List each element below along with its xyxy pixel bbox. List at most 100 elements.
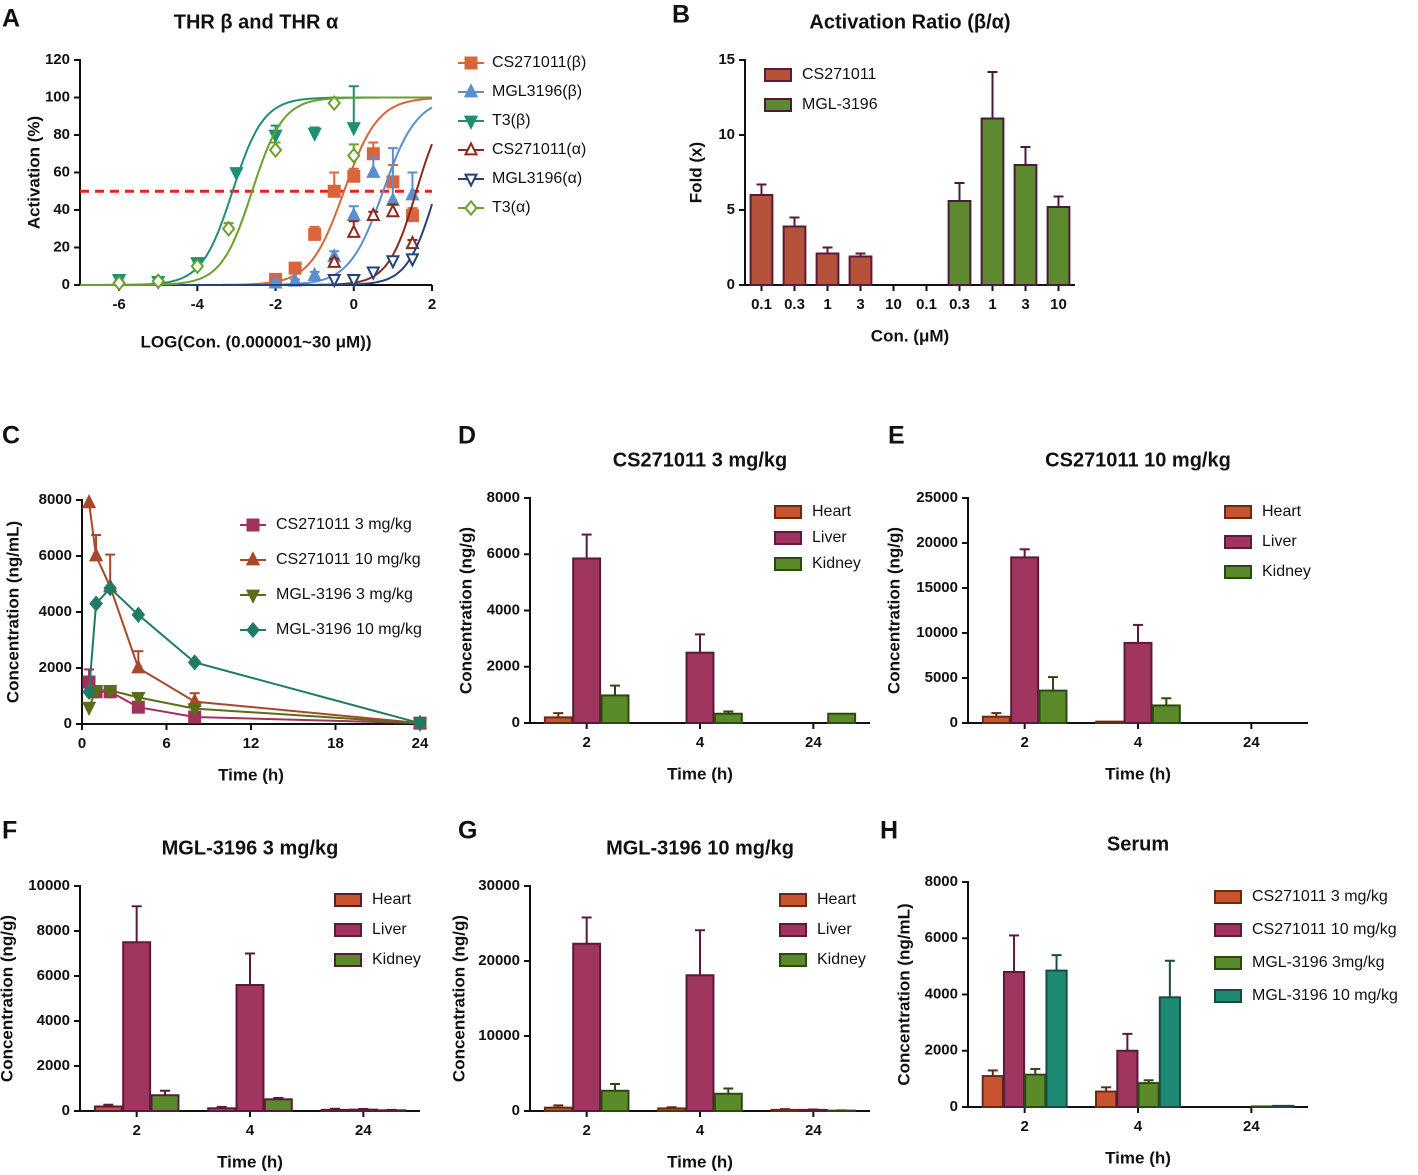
marker (288, 261, 302, 275)
marker (327, 94, 342, 112)
marker (327, 273, 342, 289)
y-tick-label: 2000 (39, 659, 72, 676)
x-tick-label: 0.1 (916, 296, 937, 313)
y-tick-label: 0 (64, 715, 72, 732)
marker (385, 203, 401, 218)
bar (1010, 556, 1040, 725)
bar (235, 984, 265, 1112)
legend-label: Kidney (372, 951, 421, 968)
panel-letter: F (2, 817, 17, 845)
y-tick-label: 6000 (925, 929, 958, 946)
x-tick-label: 10 (885, 296, 902, 313)
legend-swatch (764, 98, 792, 112)
x-tick-label: 3 (856, 296, 864, 313)
legend-label: Liver (817, 921, 852, 938)
y-tick-label: 6000 (37, 967, 70, 984)
panel-letter: G (458, 817, 477, 845)
legend-label: CS271011 10 mg/kg (276, 551, 421, 568)
legend-label: MGL3196(α) (492, 170, 582, 187)
marker (151, 273, 166, 290)
marker (327, 184, 341, 198)
marker (327, 253, 342, 268)
bar (1024, 1073, 1047, 1108)
panel-letter: D (458, 422, 476, 450)
legend-label: Heart (817, 891, 857, 908)
bar (782, 225, 807, 286)
x-tick-label: 4 (1134, 734, 1143, 751)
legend-label: MGL-3196 3 mg/kg (276, 586, 413, 603)
bar (1045, 969, 1068, 1108)
marker (463, 83, 479, 98)
x-tick-label: 0.3 (784, 296, 805, 313)
legend-swatch (1214, 890, 1242, 904)
bar (1137, 1082, 1160, 1108)
y-tick-label: 8000 (487, 489, 520, 506)
x-tick-label: 2 (582, 1122, 590, 1139)
y-axis-label: Concentration (ng/g) (884, 527, 903, 694)
chart-title: Activation Ratio (β/α) (809, 11, 1010, 33)
y-tick-label: 120 (45, 51, 70, 68)
y-tick-label: 6000 (39, 547, 72, 564)
y-tick-label: 2000 (37, 1057, 70, 1074)
x-tick-label: 3 (1021, 296, 1029, 313)
x-tick-label: 0 (78, 735, 86, 752)
marker (88, 547, 104, 562)
y-axis-label: Fold (x) (686, 142, 705, 203)
x-axis-label: Time (h) (1105, 764, 1171, 783)
legend-label: Liver (372, 921, 407, 938)
x-tick-label: 1 (823, 296, 831, 313)
legend-label: CS271011(α) (492, 141, 586, 158)
panel-letter: A (2, 5, 20, 33)
bar (657, 1107, 687, 1112)
x-tick-label: -4 (191, 296, 205, 313)
marker (464, 199, 478, 217)
legend-label: CS271011(β) (492, 54, 586, 71)
marker (103, 685, 118, 700)
bar (1095, 1090, 1118, 1108)
bar (947, 200, 972, 286)
y-tick-label: 4000 (487, 601, 520, 618)
legend-swatch (1224, 505, 1252, 519)
bar (981, 715, 1011, 725)
y-tick-label: 15000 (916, 579, 958, 596)
marker (347, 169, 361, 183)
x-tick-label: 24 (805, 1122, 822, 1139)
bar (543, 1106, 573, 1112)
legend-swatch (779, 953, 807, 967)
x-tick-label: 2 (582, 734, 590, 751)
bar (1013, 164, 1038, 286)
legend-swatch (779, 923, 807, 937)
x-tick-label: 18 (327, 735, 344, 752)
y-tick-label: 0 (950, 1098, 958, 1115)
y-tick-label: 20 (53, 238, 70, 255)
bar (377, 1109, 407, 1112)
bar (1002, 971, 1026, 1108)
legend-label: T3(β) (492, 112, 531, 129)
x-axis-label: LOG(Con. (0.000001~30 μM)) (141, 332, 372, 351)
x-tick-label: 6 (162, 735, 170, 752)
y-tick-label: 8000 (37, 922, 70, 939)
panel-letter: E (888, 422, 905, 450)
marker (405, 209, 419, 223)
panel-letter: B (672, 1, 690, 29)
legend-label: Kidney (817, 951, 866, 968)
legend-swatch (334, 893, 362, 907)
y-tick-label: 5 (727, 201, 735, 218)
fit-curve (80, 143, 433, 286)
bar (600, 1089, 630, 1112)
legend-swatch (774, 531, 802, 545)
x-tick-label: 24 (412, 735, 429, 752)
marker (131, 606, 146, 623)
legend-label: CS271011 (802, 66, 877, 83)
legend-label: MGL3196(β) (492, 83, 582, 100)
marker (463, 141, 479, 156)
marker (190, 258, 205, 275)
x-tick-label: 12 (243, 735, 260, 752)
chart-title: Serum (1107, 833, 1169, 855)
bar (980, 117, 1005, 286)
bar (1046, 206, 1071, 286)
x-tick-label: 4 (246, 1122, 255, 1139)
chart-title: MGL-3196 10 mg/kg (606, 837, 794, 859)
marker (229, 167, 244, 182)
